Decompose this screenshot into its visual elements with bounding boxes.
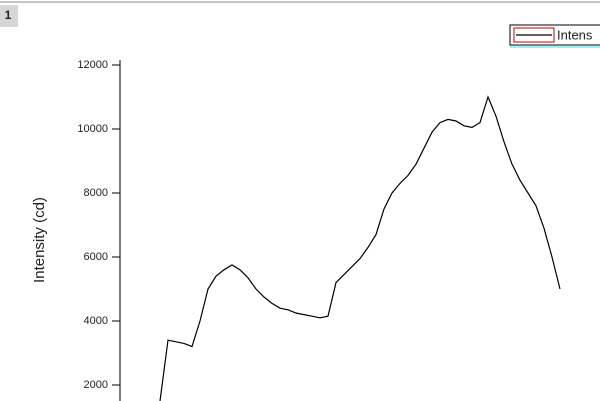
legend-label: Intens (557, 27, 593, 42)
y-axis-title: Intensity (cd) (31, 197, 48, 283)
y-tick-label: 6000 (84, 251, 108, 263)
legend-frame (513, 27, 555, 43)
data-line (159, 95, 561, 401)
y-tick-label: 8000 (84, 187, 108, 199)
tab[interactable] (0, 5, 18, 27)
y-tick-label: 12000 (77, 59, 108, 71)
y-tick-label: 2000 (84, 379, 108, 391)
y-tick-label: 10000 (77, 123, 108, 135)
tab-label[interactable]: 1 (5, 8, 12, 22)
y-tick-label: 4000 (84, 315, 108, 327)
legend (509, 24, 600, 46)
